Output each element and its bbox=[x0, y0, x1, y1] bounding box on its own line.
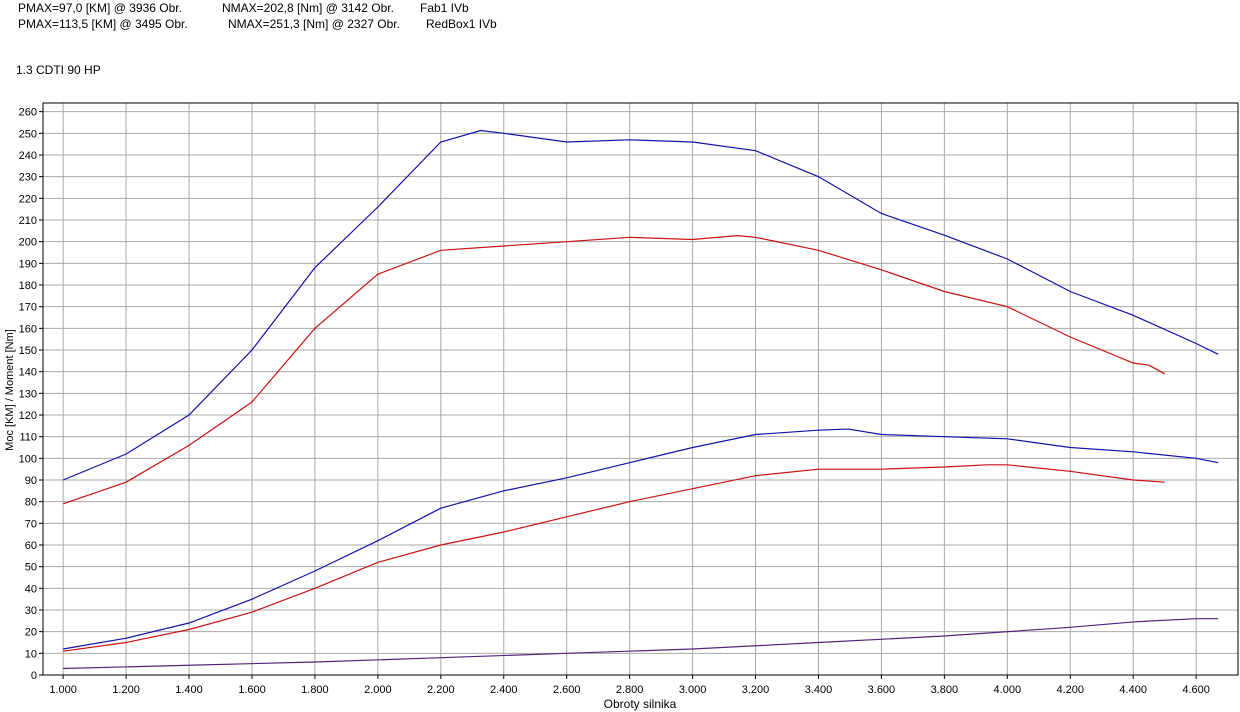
y-axis-label: Moc [KM] / Moment [Nm] bbox=[4, 329, 16, 451]
y-tick-label: 40 bbox=[25, 583, 37, 595]
y-tick-label: 200 bbox=[19, 237, 37, 249]
y-tick-label: 240 bbox=[19, 150, 37, 162]
x-tick-label: 4.600 bbox=[1182, 684, 1210, 696]
header-name: Fab1 IVb bbox=[420, 1, 469, 15]
x-tick-label: 4.000 bbox=[994, 684, 1022, 696]
y-tick-label: 0 bbox=[31, 670, 37, 682]
header-power: PMAX=97,0 [KM] @ 3936 Obr. bbox=[18, 1, 182, 15]
x-tick-label: 1.800 bbox=[301, 684, 329, 696]
x-tick-label: 1.400 bbox=[175, 684, 203, 696]
x-tick-label: 2.000 bbox=[364, 684, 392, 696]
x-axis-label: Obroty silnika bbox=[604, 697, 677, 711]
y-tick-label: 170 bbox=[19, 302, 37, 314]
y-tick-label: 100 bbox=[19, 453, 37, 465]
line-series bbox=[63, 618, 1219, 670]
header-torque: NMAX=251,3 [Nm] @ 2327 Obr. bbox=[228, 17, 400, 31]
x-tick-label: 2.800 bbox=[616, 684, 644, 696]
y-tick-label: 220 bbox=[19, 193, 37, 205]
plot-border bbox=[42, 102, 1239, 676]
x-tick-label: 4.400 bbox=[1119, 684, 1147, 696]
line-series bbox=[62, 129, 1219, 481]
x-tick-label: 3.800 bbox=[931, 684, 959, 696]
y-tick-label: 20 bbox=[25, 627, 37, 639]
x-tick-label: 1.000 bbox=[49, 684, 77, 696]
x-tick-label: 1.200 bbox=[112, 684, 140, 696]
y-tick-label: 70 bbox=[25, 518, 37, 530]
x-tick-label: 3.400 bbox=[805, 684, 833, 696]
x-tick-label: 4.200 bbox=[1056, 684, 1084, 696]
y-tick-label: 150 bbox=[19, 345, 37, 357]
y-tick-label: 210 bbox=[19, 215, 37, 227]
x-tick-label: 2.200 bbox=[427, 684, 455, 696]
y-tick-label: 230 bbox=[19, 172, 37, 184]
line-series bbox=[63, 464, 1165, 652]
header-torque: NMAX=202,8 [Nm] @ 3142 Obr. bbox=[222, 1, 394, 15]
y-tick-label: 10 bbox=[25, 648, 37, 660]
y-tick-label: 160 bbox=[19, 323, 37, 335]
x-tick-label: 1.600 bbox=[238, 684, 266, 696]
x-tick-label: 2.400 bbox=[490, 684, 518, 696]
line-series bbox=[63, 428, 1219, 650]
y-tick-label: 110 bbox=[19, 432, 37, 444]
x-tick-label: 2.600 bbox=[553, 684, 581, 696]
y-tick-label: 140 bbox=[19, 367, 37, 379]
y-tick-label: 50 bbox=[25, 562, 37, 574]
y-tick-label: 30 bbox=[25, 605, 37, 617]
x-tick-label: 3.200 bbox=[742, 684, 770, 696]
y-tick-label: 260 bbox=[19, 107, 37, 119]
y-tick-label: 60 bbox=[25, 540, 37, 552]
y-tick-label: 180 bbox=[19, 280, 37, 292]
x-tick-label: 3.600 bbox=[868, 684, 896, 696]
plot-area bbox=[43, 103, 1238, 675]
y-tick-label: 190 bbox=[19, 258, 37, 270]
y-tick-label: 80 bbox=[25, 497, 37, 509]
header-power: PMAX=113,5 [KM] @ 3495 Obr. bbox=[18, 17, 188, 31]
line-series bbox=[62, 234, 1165, 505]
y-tick-label: 90 bbox=[25, 475, 37, 487]
x-tick-label: 3.000 bbox=[679, 684, 707, 696]
y-tick-label: 250 bbox=[19, 128, 37, 140]
y-tick-label: 120 bbox=[19, 410, 37, 422]
header-name: RedBox1 IVb bbox=[426, 17, 497, 31]
subtitle: 1.3 CDTI 90 HP bbox=[16, 63, 101, 77]
y-tick-label: 130 bbox=[19, 388, 37, 400]
